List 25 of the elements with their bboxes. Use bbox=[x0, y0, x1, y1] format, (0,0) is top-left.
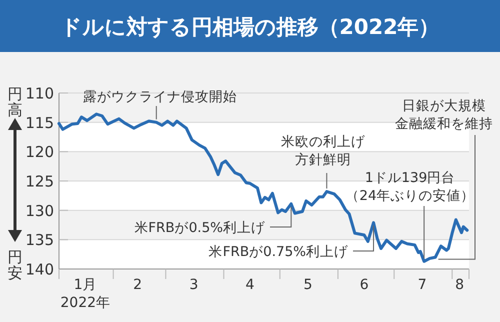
x-tick-label: 2 bbox=[133, 277, 142, 293]
annotation: 露がウクライナ侵攻開始 bbox=[83, 89, 237, 105]
x-tick-label: 6 bbox=[360, 277, 369, 293]
x-tick-label: 5 bbox=[304, 277, 312, 293]
y-tick-label: 125 bbox=[25, 172, 54, 190]
y-tick-label: 115 bbox=[25, 114, 54, 132]
x-tick-label: 3 bbox=[189, 277, 198, 293]
annotation: 米欧の利上げ方針鮮明 bbox=[281, 134, 366, 168]
text: 円安 bbox=[8, 248, 22, 282]
x-tick-label: 7 bbox=[418, 277, 427, 293]
x-axis-title: 2022年 bbox=[60, 295, 110, 311]
y-tick-label: 130 bbox=[25, 202, 54, 220]
x-tick-label: 4 bbox=[246, 277, 254, 293]
y-tick-label: 140 bbox=[25, 260, 54, 278]
text: 円高 bbox=[8, 85, 22, 119]
annotation: 1ドル139円台（24年ぶりの安値） bbox=[345, 170, 475, 204]
x-tick-label: 8 bbox=[455, 277, 464, 293]
annotation: 米FRBが0.75%利上げ bbox=[208, 244, 349, 260]
annotation: 日銀が大規模金融緩和を維持 bbox=[395, 98, 493, 132]
x-tick-label: 1月 bbox=[74, 277, 97, 293]
y-tick-label: 135 bbox=[25, 231, 54, 250]
y-tick-label: 120 bbox=[25, 143, 54, 162]
chart-title: ドルに対する円相場の推移（2022年） bbox=[60, 15, 440, 39]
annotation: 米FRBが0.5%利上げ bbox=[134, 220, 266, 236]
y-tick-label: 110 bbox=[25, 84, 54, 102]
